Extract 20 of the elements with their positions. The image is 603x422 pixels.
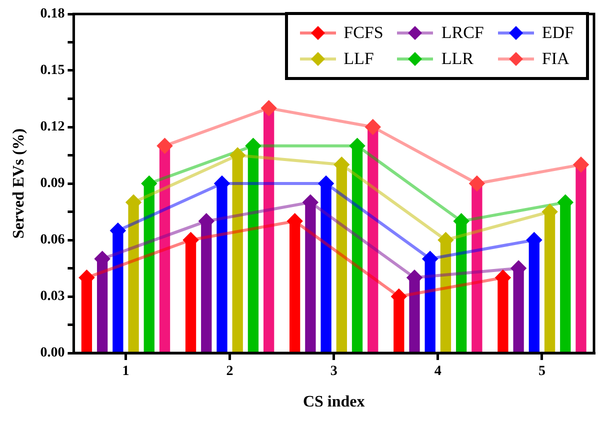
legend-label: LLR <box>441 49 474 69</box>
x-tick-label: 2 <box>226 364 234 380</box>
y-axis-title: Served EVs (%) <box>10 128 28 239</box>
legend-label: FIA <box>542 49 570 69</box>
y-tick-label: 0.15 <box>40 63 65 78</box>
x-tick-label: 5 <box>538 364 546 380</box>
legend-label: FCFS <box>344 23 384 43</box>
y-tick-label: 0.09 <box>40 176 65 192</box>
x-tick-label: 1 <box>122 364 130 380</box>
y-tick-label: 0.00 <box>40 346 65 361</box>
x-axis-title: CS index <box>302 394 365 411</box>
y-tick-label: 0.03 <box>40 289 65 304</box>
x-tick-label: 3 <box>330 364 338 380</box>
legend-label: LLF <box>344 49 374 69</box>
y-tick-label: 0.12 <box>40 120 65 135</box>
y-tick-label: 0.18 <box>40 6 65 22</box>
legend-label: EDF <box>542 23 574 43</box>
x-tick-label: 4 <box>434 364 442 380</box>
legend-label: LRCF <box>441 23 484 43</box>
y-tick-label: 0.06 <box>40 232 65 248</box>
